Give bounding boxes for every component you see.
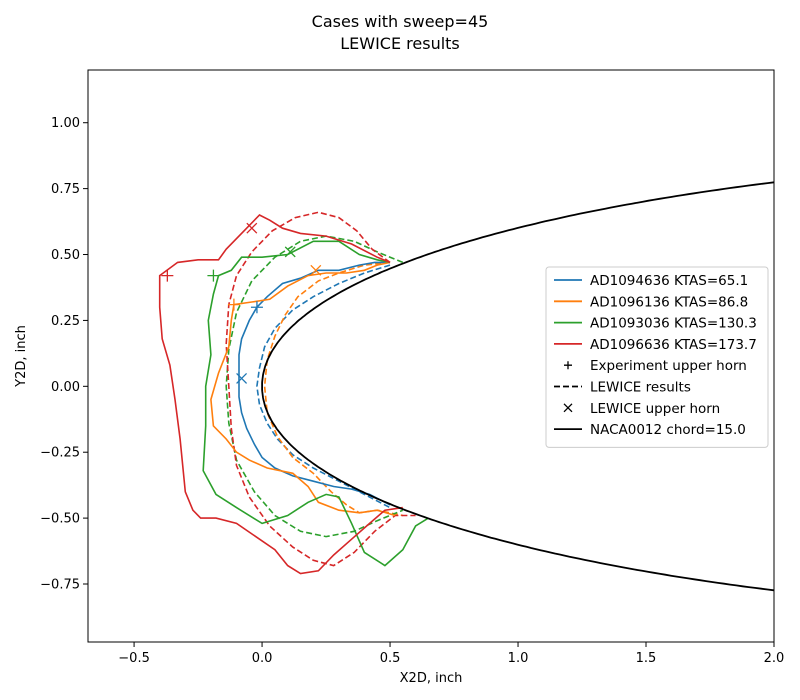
- experiment-horn-marker-2: [227, 298, 240, 311]
- horn-markers: [161, 222, 322, 384]
- lewice-horn-marker-3: [284, 246, 296, 258]
- lewice-shape-3: [225, 235, 404, 538]
- x-axis-label: X2D, inch: [400, 671, 463, 686]
- x-tick-label: 0.0: [252, 651, 273, 666]
- legend-label: AD1094636 KTAS=65.1: [590, 273, 748, 289]
- lewice-shape-1: [256, 264, 391, 509]
- lewice-horn-marker-4: [246, 222, 258, 234]
- chart-subtitle: LEWICE results: [340, 34, 460, 53]
- legend-swatch: [563, 403, 573, 413]
- x-tick-label: −0.5: [118, 651, 150, 666]
- legend-label: AD1093036 KTAS=130.3: [590, 316, 757, 332]
- plot-frame: [87, 69, 775, 643]
- experiment-horn-marker-3: [207, 269, 220, 282]
- lewice-horn-marker-2: [310, 264, 322, 276]
- legend-label: AD1096136 KTAS=86.8: [590, 294, 748, 310]
- legend-label: LEWICE upper horn: [590, 401, 720, 417]
- x-axis: −0.5 0.0 0.5 1.0 1.5 2.0: [118, 642, 784, 666]
- legend-label: LEWICE results: [590, 380, 691, 396]
- legend-label: NACA0012 chord=15.0: [590, 422, 746, 438]
- experiment-shape-4: [158, 214, 403, 575]
- y-tick-label: −0.25: [40, 446, 80, 461]
- y-tick-label: 0.50: [51, 248, 80, 263]
- legend: AD1094636 KTAS=65.1 AD1096136 KTAS=86.8 AD…: [545, 266, 769, 448]
- legend-swatch: [564, 361, 572, 370]
- x-tick-label: 0.5: [380, 651, 401, 666]
- experiment-horn-marker-1: [250, 301, 263, 314]
- experiment-horn-marker-4: [161, 269, 174, 282]
- airfoil-contour: [261, 181, 774, 592]
- y-tick-label: 1.00: [51, 116, 80, 131]
- y-tick-label: 0.00: [51, 380, 80, 395]
- legend-label: Experiment upper horn: [590, 358, 747, 374]
- experiment-shape-2: [210, 261, 396, 517]
- y-axis-label: Y2D, inch: [14, 325, 29, 388]
- x-tick-label: 2.0: [764, 651, 785, 666]
- legend-box: [545, 266, 769, 448]
- lewice-shape-4: [225, 211, 416, 567]
- chart-title: Cases with sweep=45: [312, 12, 489, 31]
- y-tick-label: −0.50: [40, 512, 80, 527]
- experiment-shape-3: [202, 240, 429, 567]
- x-tick-label: 1.0: [508, 651, 529, 666]
- lewice-horn-marker-1: [236, 372, 248, 384]
- plot-area: [158, 181, 774, 592]
- y-tick-label: 0.25: [51, 314, 80, 329]
- y-tick-label: 0.75: [51, 182, 80, 197]
- x-tick-label: 1.5: [636, 651, 657, 666]
- lewice-shape-2: [263, 261, 403, 517]
- y-axis: −0.75 −0.50 −0.25 0.00 0.25 0.50 0.75 1.00: [40, 116, 88, 593]
- y-tick-label: −0.75: [40, 578, 80, 593]
- legend-label: AD1096636 KTAS=173.7: [590, 337, 757, 353]
